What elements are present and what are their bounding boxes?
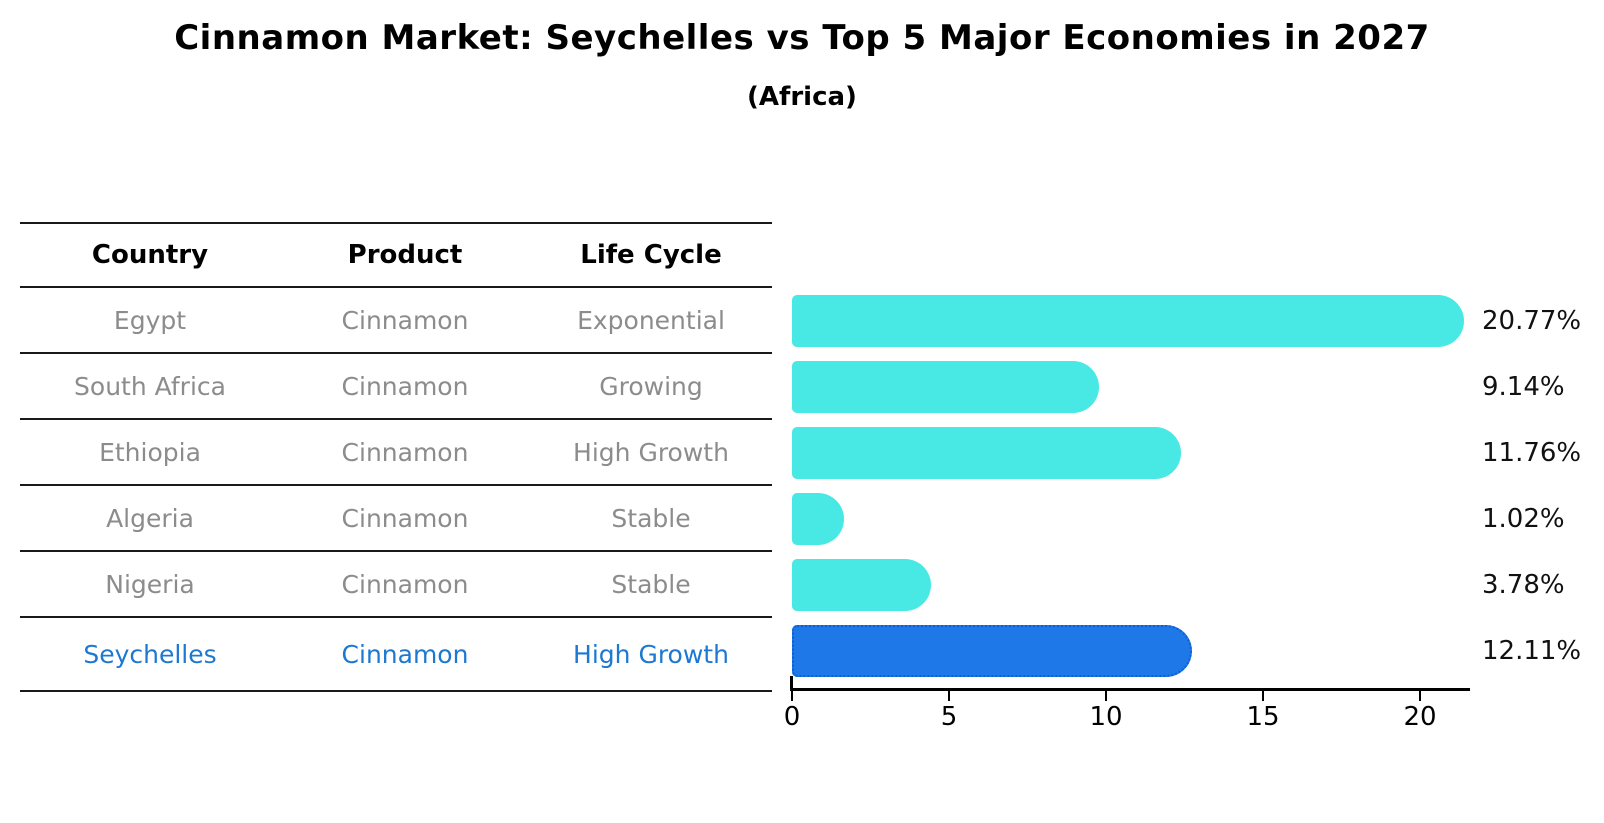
bar-ethiopia (792, 427, 1182, 479)
value-label-south-africa: 9.14% (1482, 372, 1565, 402)
table-header-row: Country Product Life Cycle (20, 224, 772, 288)
cell-country: Algeria (106, 503, 194, 533)
cell-life_cycle: Exponential (577, 305, 725, 335)
x-tick-mark-20 (1419, 690, 1421, 701)
country-product-table: Country Product Life Cycle Egypt Cinnamon Ex… (20, 222, 772, 692)
x-tick-label-5: 5 (940, 702, 958, 732)
cell-country: Ethiopia (99, 437, 201, 467)
table-row-seychelles: Seychelles Cinnamon High Growth (20, 618, 772, 692)
table-row-south-africa: South Africa Cinnamon Growing (20, 354, 772, 420)
value-label-egypt: 20.77% (1482, 306, 1582, 336)
value-label-ethiopia: 11.76% (1482, 438, 1582, 468)
column-header-country: Country (91, 240, 209, 270)
cell-product: Cinnamon (341, 503, 469, 533)
y-axis-corner-stub (790, 676, 793, 690)
x-tick-label-20: 20 (1403, 702, 1437, 732)
x-axis-spine (790, 688, 1470, 691)
chart-subtitle: (Africa) (747, 82, 857, 112)
bar-south-africa (792, 361, 1099, 413)
x-tick-mark-10 (1105, 690, 1107, 701)
cell-country: Nigeria (105, 569, 195, 599)
x-tick-mark-15 (1262, 690, 1264, 701)
cell-life_cycle: High Growth (573, 437, 729, 467)
cell-country: Egypt (113, 305, 187, 335)
table-row-egypt: Egypt Cinnamon Exponential (20, 288, 772, 354)
cell-product: Cinnamon (341, 305, 469, 335)
cell-life_cycle: Growing (599, 371, 703, 401)
chart-title: Cinnamon Market: Seychelles vs Top 5 Maj… (174, 18, 1430, 58)
x-tick-label-0: 0 (783, 702, 801, 732)
table-row-nigeria: Nigeria Cinnamon Stable (20, 552, 772, 618)
bar-egypt (792, 295, 1465, 347)
cell-life_cycle: Stable (611, 569, 691, 599)
cell-product: Cinnamon (341, 569, 469, 599)
cell-life_cycle: Stable (611, 503, 691, 533)
table-row-ethiopia: Ethiopia Cinnamon High Growth (20, 420, 772, 486)
column-header-product: Product (347, 240, 463, 270)
cell-product: Cinnamon (341, 437, 469, 467)
x-tick-label-15: 15 (1246, 702, 1280, 732)
bar-seychelles (792, 625, 1193, 677)
cell-country: Seychelles (83, 639, 217, 669)
cell-life_cycle: High Growth (573, 639, 729, 669)
cell-product: Cinnamon (341, 371, 469, 401)
bar-nigeria (792, 559, 931, 611)
x-tick-mark-0 (791, 690, 793, 701)
x-tick-label-10: 10 (1089, 702, 1123, 732)
value-label-algeria: 1.02% (1482, 504, 1565, 534)
table-row-algeria: Algeria Cinnamon Stable (20, 486, 772, 552)
value-label-nigeria: 3.78% (1482, 570, 1565, 600)
bar-algeria (792, 493, 845, 545)
value-label-seychelles: 12.11% (1482, 636, 1582, 666)
x-tick-mark-5 (948, 690, 950, 701)
column-header-life-cycle: Life Cycle (580, 240, 722, 270)
cell-product: Cinnamon (341, 639, 469, 669)
cell-country: South Africa (74, 371, 226, 401)
